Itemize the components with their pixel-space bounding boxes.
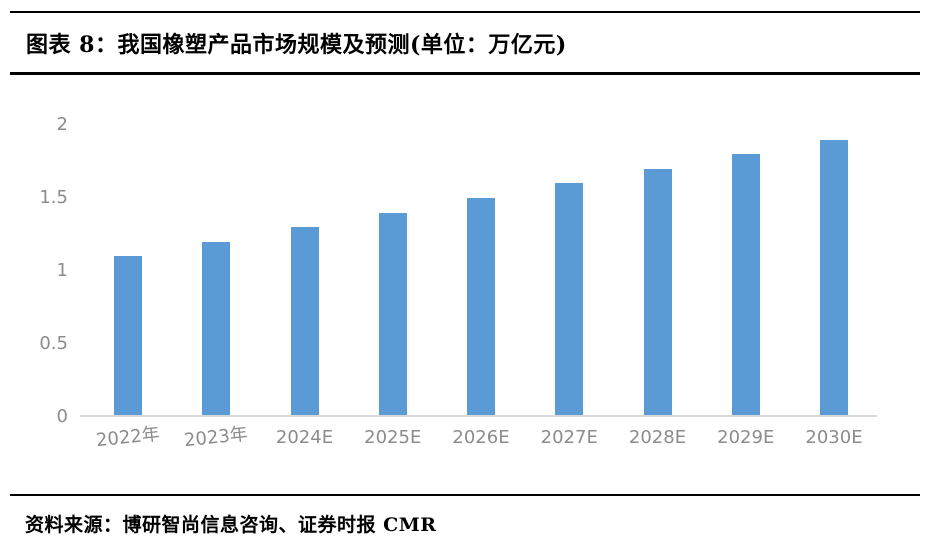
y-tick-label: 1	[56, 260, 68, 281]
title-underline	[10, 72, 920, 75]
plot-area	[80, 125, 877, 417]
x-tick-label: 2024E	[275, 427, 334, 448]
figure-title: 图表 8：我国橡塑产品市场规模及预测(单位：万亿元)	[26, 32, 567, 58]
bar-2030E	[820, 140, 848, 417]
x-axis-line	[80, 415, 877, 417]
x-tick-label: 2025E	[364, 427, 422, 448]
bar-2028E	[643, 169, 672, 417]
bar-2024E	[290, 227, 319, 417]
y-tick-label: 2	[56, 114, 68, 135]
x-tick-label: 2029E	[717, 427, 775, 448]
x-tick-label: 2027E	[540, 427, 598, 448]
y-tick-label: 1.5	[39, 187, 68, 208]
bottom-divider	[10, 494, 920, 496]
bar-2022年	[114, 256, 142, 417]
bar-2029E	[731, 154, 760, 417]
bar-2025E	[378, 213, 407, 417]
bar-2023年	[202, 242, 231, 417]
top-divider	[10, 11, 920, 13]
bar-2027E	[555, 183, 584, 417]
x-tick-label: 2026E	[452, 427, 510, 448]
y-tick-label: 0	[56, 406, 68, 427]
y-tick-label: 0.5	[39, 333, 68, 354]
source-note: 资料来源：博研智尚信息咨询、证券时报 CMR	[25, 514, 437, 536]
bar-2026E	[467, 198, 495, 417]
x-tick-label: 2028E	[628, 427, 687, 448]
x-tick-label: 2030E	[805, 427, 863, 448]
